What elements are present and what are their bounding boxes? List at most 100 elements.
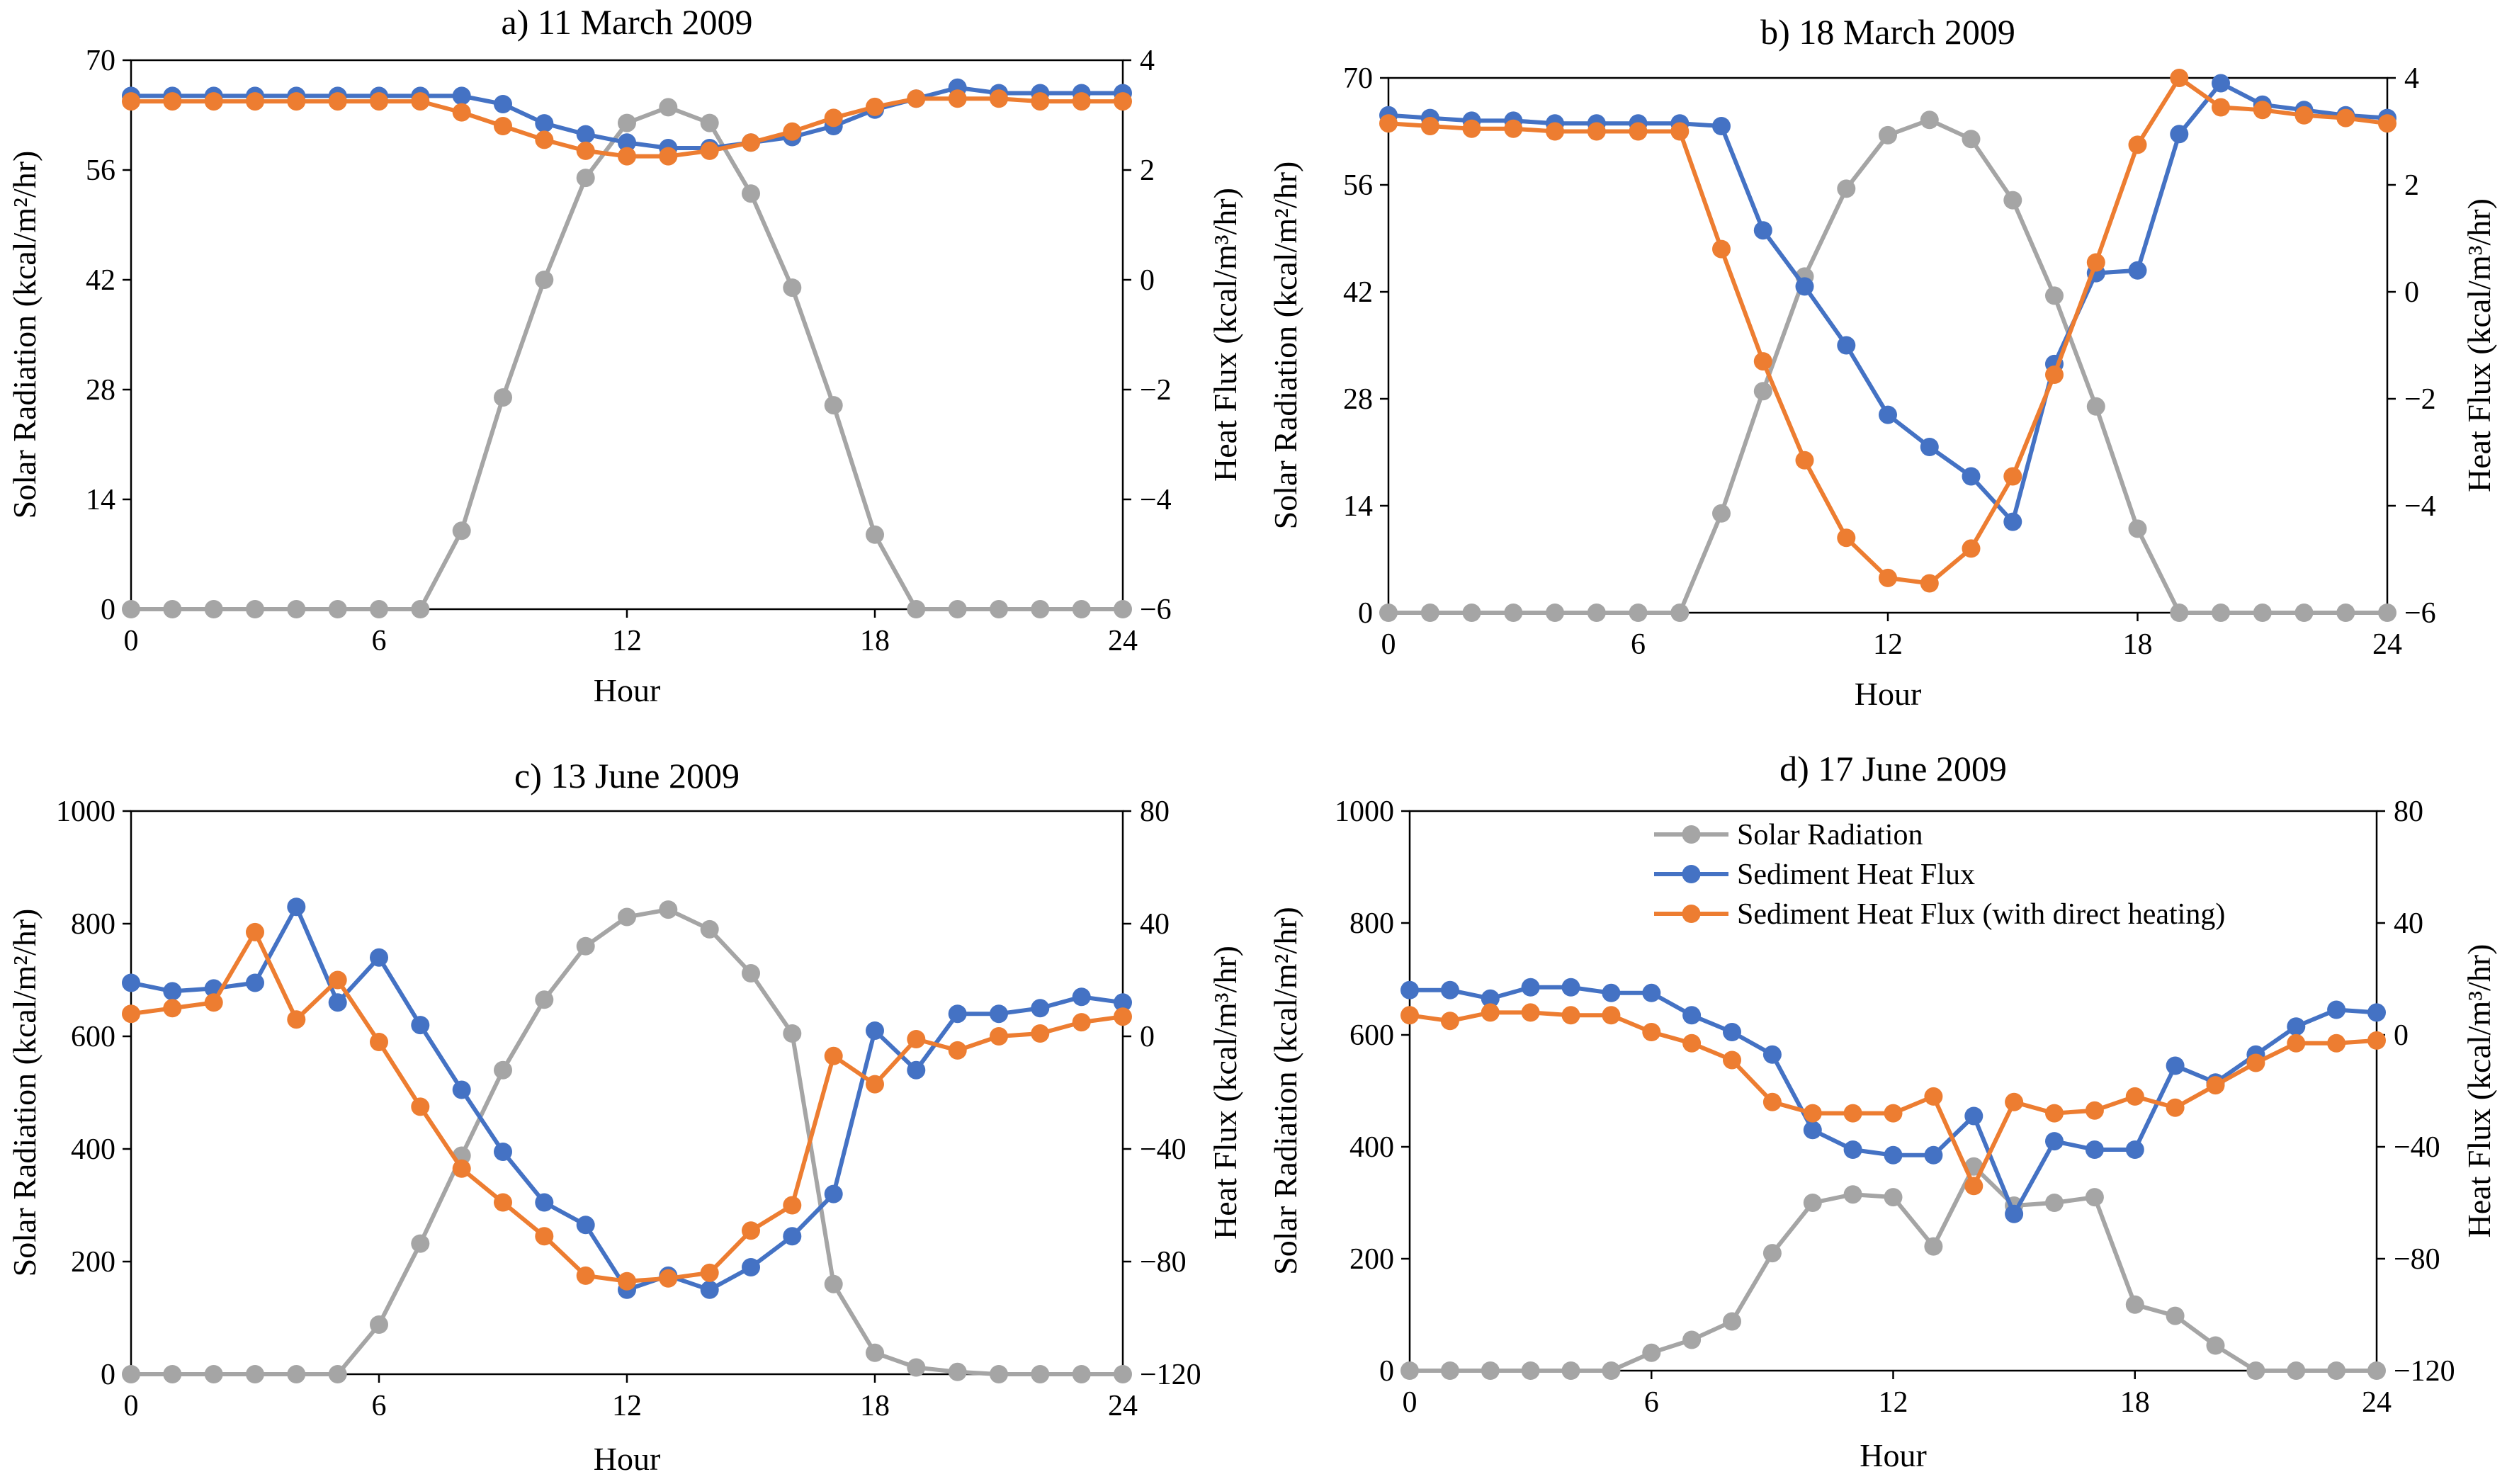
data-point	[1642, 1343, 1661, 1362]
data-point	[1440, 1361, 1459, 1380]
x-axis-label: Hour	[1860, 1437, 1927, 1473]
series-sediment-heat-flux-with-direct-heating	[1379, 69, 2396, 593]
data-point	[287, 600, 306, 618]
chart-title: c) 13 June 2009	[514, 756, 740, 795]
data-point	[163, 1365, 182, 1383]
y-right-tick-label: 2	[2404, 169, 2419, 202]
data-point	[866, 1021, 884, 1040]
y-right-tick-label: −80	[2394, 1243, 2440, 1276]
data-point	[576, 1216, 595, 1235]
chart-title: d) 17 June 2009	[1779, 749, 2007, 788]
y-left-tick-label: 70	[1343, 62, 1373, 95]
data-point	[1481, 1003, 1500, 1022]
data-point	[659, 1269, 678, 1288]
data-point	[1504, 604, 1523, 622]
data-point	[204, 1365, 223, 1383]
data-point	[907, 1030, 926, 1048]
data-point	[1072, 600, 1091, 618]
data-point	[1712, 117, 1731, 135]
series-sediment-heat-flux-with-direct-heating	[122, 922, 1132, 1291]
data-point	[535, 114, 554, 133]
data-point	[2045, 1132, 2064, 1151]
data-point	[1670, 122, 1690, 141]
data-point	[1884, 1145, 1903, 1165]
data-point	[122, 92, 140, 111]
data-point	[2045, 366, 2064, 384]
data-point	[1920, 438, 1939, 456]
data-point	[246, 973, 264, 992]
y-right-tick-label: −40	[2394, 1131, 2440, 1164]
data-point	[1114, 1365, 1132, 1383]
data-point	[246, 92, 264, 111]
data-point	[370, 948, 388, 967]
data-point	[1843, 1104, 1862, 1123]
data-point	[1561, 978, 1580, 997]
y-left-tick-label: 400	[1349, 1131, 1394, 1164]
data-point	[2128, 135, 2147, 154]
data-point	[907, 1358, 926, 1377]
data-point	[494, 95, 512, 113]
data-point	[1587, 122, 1606, 141]
data-point	[618, 147, 636, 166]
data-point	[1420, 604, 1439, 622]
y-left-tick-label: 70	[86, 45, 115, 77]
data-point	[1561, 1361, 1580, 1380]
data-point	[2045, 1104, 2064, 1123]
data-point	[535, 1193, 554, 1212]
data-point	[328, 1365, 347, 1383]
x-axis-label: Hour	[1855, 676, 1922, 712]
legend-label: Solar Radiation	[1737, 819, 1923, 851]
data-point	[163, 982, 182, 1001]
data-point	[1440, 1012, 1459, 1031]
data-point	[1072, 1013, 1091, 1032]
data-point	[1682, 1033, 1702, 1053]
series-line	[130, 929, 1124, 1284]
y-right-tick-label: 80	[2394, 795, 2423, 828]
legend-swatch-marker	[1682, 825, 1701, 844]
data-point	[163, 600, 182, 618]
data-point	[1602, 983, 1621, 1002]
data-point	[1795, 451, 1814, 470]
data-point	[1602, 1006, 1621, 1025]
y-right-tick-label: 4	[2404, 62, 2419, 95]
data-point	[328, 970, 347, 990]
data-point	[1521, 1361, 1540, 1380]
y-right-tick-label: −2	[2404, 383, 2436, 416]
data-point	[659, 98, 678, 117]
x-tick-label: 18	[860, 625, 890, 657]
data-point	[1762, 1244, 1782, 1263]
data-point	[1400, 1361, 1419, 1380]
x-tick-label: 12	[612, 625, 642, 657]
y-right-tick-label: 80	[1140, 795, 1170, 828]
data-point	[370, 92, 388, 111]
data-point	[948, 1004, 967, 1024]
data-point	[742, 133, 760, 152]
data-point	[535, 271, 554, 289]
data-point	[990, 1027, 1008, 1046]
data-point	[2336, 604, 2355, 622]
y-right-tick-label: 40	[1140, 908, 1170, 941]
data-point	[1962, 467, 1981, 486]
data-point	[1879, 405, 1897, 424]
data-point	[2206, 1076, 2225, 1095]
y-right-tick-label: −120	[2394, 1355, 2455, 1388]
y-right-tick-label: 0	[2404, 276, 2419, 309]
series-solar-radiation	[1400, 1157, 2386, 1380]
y-left-tick-label: 200	[1349, 1243, 1394, 1276]
data-point	[2327, 1033, 2346, 1053]
data-point	[1884, 1104, 1903, 1123]
data-point	[1723, 1023, 1741, 1041]
data-point	[2327, 1361, 2346, 1380]
data-point	[535, 130, 554, 149]
y-right-tick-label: 2	[1140, 154, 1155, 187]
series-line	[1388, 81, 2388, 524]
data-point	[907, 89, 926, 108]
y-right-axis-label: Heat Flux (kcal/m³/hr)	[1207, 946, 1243, 1240]
data-point	[1924, 1087, 1943, 1106]
series-solar-radiation	[1379, 111, 2396, 622]
y-right-axis-label: Heat Flux (kcal/m³/hr)	[2461, 944, 2497, 1238]
series-line	[130, 905, 1124, 1292]
data-point	[1587, 604, 1606, 622]
